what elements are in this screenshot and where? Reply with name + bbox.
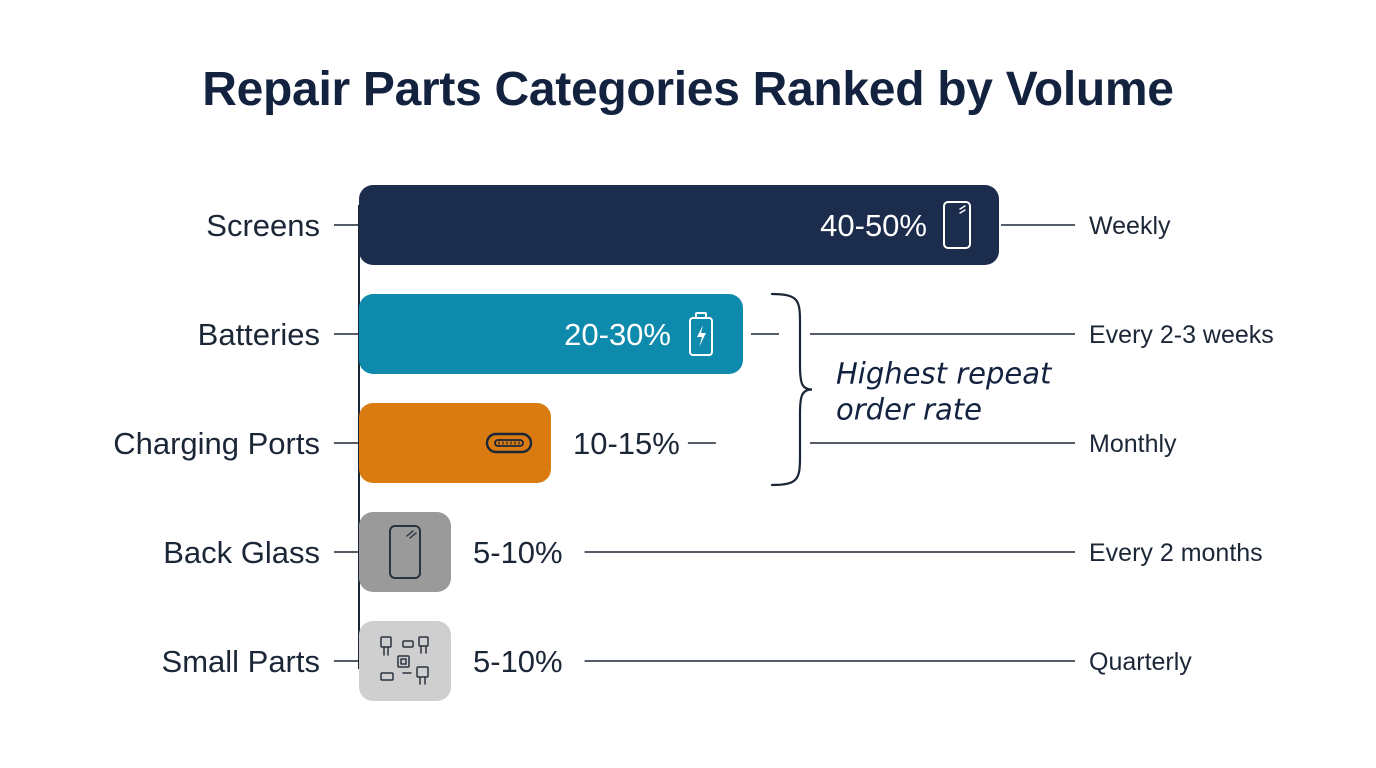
phone-back-icon bbox=[389, 525, 421, 579]
annotation-line-2: order rate bbox=[836, 393, 982, 427]
frequency-label-small-parts: Quarterly bbox=[1089, 648, 1192, 676]
bar-back-glass[interactable] bbox=[359, 512, 451, 592]
bar-batteries[interactable] bbox=[359, 294, 743, 374]
annotation-line-1: Highest repeat bbox=[836, 357, 1053, 391]
curly-brace bbox=[770, 292, 813, 487]
bar-charging-ports[interactable] bbox=[359, 403, 551, 483]
usb-port-icon bbox=[485, 432, 533, 454]
value-label-back-glass: 5-10% bbox=[473, 535, 563, 570]
value-label-screens: 40-50% bbox=[820, 208, 927, 243]
category-label-charging-ports: Charging Ports bbox=[113, 426, 320, 461]
frequency-label-back-glass: Every 2 months bbox=[1089, 539, 1263, 567]
frequency-label-batteries: Every 2-3 weeks bbox=[1089, 321, 1274, 349]
value-label-batteries: 20-30% bbox=[564, 317, 671, 352]
smartphone-icon bbox=[943, 201, 971, 249]
components-icon bbox=[380, 636, 429, 685]
battery-icon bbox=[689, 312, 713, 356]
bar-screens[interactable] bbox=[359, 185, 999, 265]
category-label-screens: Screens bbox=[206, 208, 320, 243]
category-label-small-parts: Small Parts bbox=[162, 644, 320, 679]
frequency-label-charging-ports: Monthly bbox=[1089, 430, 1177, 458]
category-label-back-glass: Back Glass bbox=[163, 535, 320, 570]
category-label-batteries: Batteries bbox=[198, 317, 320, 352]
chart-title: Repair Parts Categories Ranked by Volume bbox=[202, 63, 1174, 116]
bar-small-parts[interactable] bbox=[359, 621, 451, 701]
value-label-charging-ports: 10-15% bbox=[573, 426, 680, 461]
frequency-label-screens: Weekly bbox=[1089, 212, 1171, 240]
value-label-small-parts: 5-10% bbox=[473, 644, 563, 679]
